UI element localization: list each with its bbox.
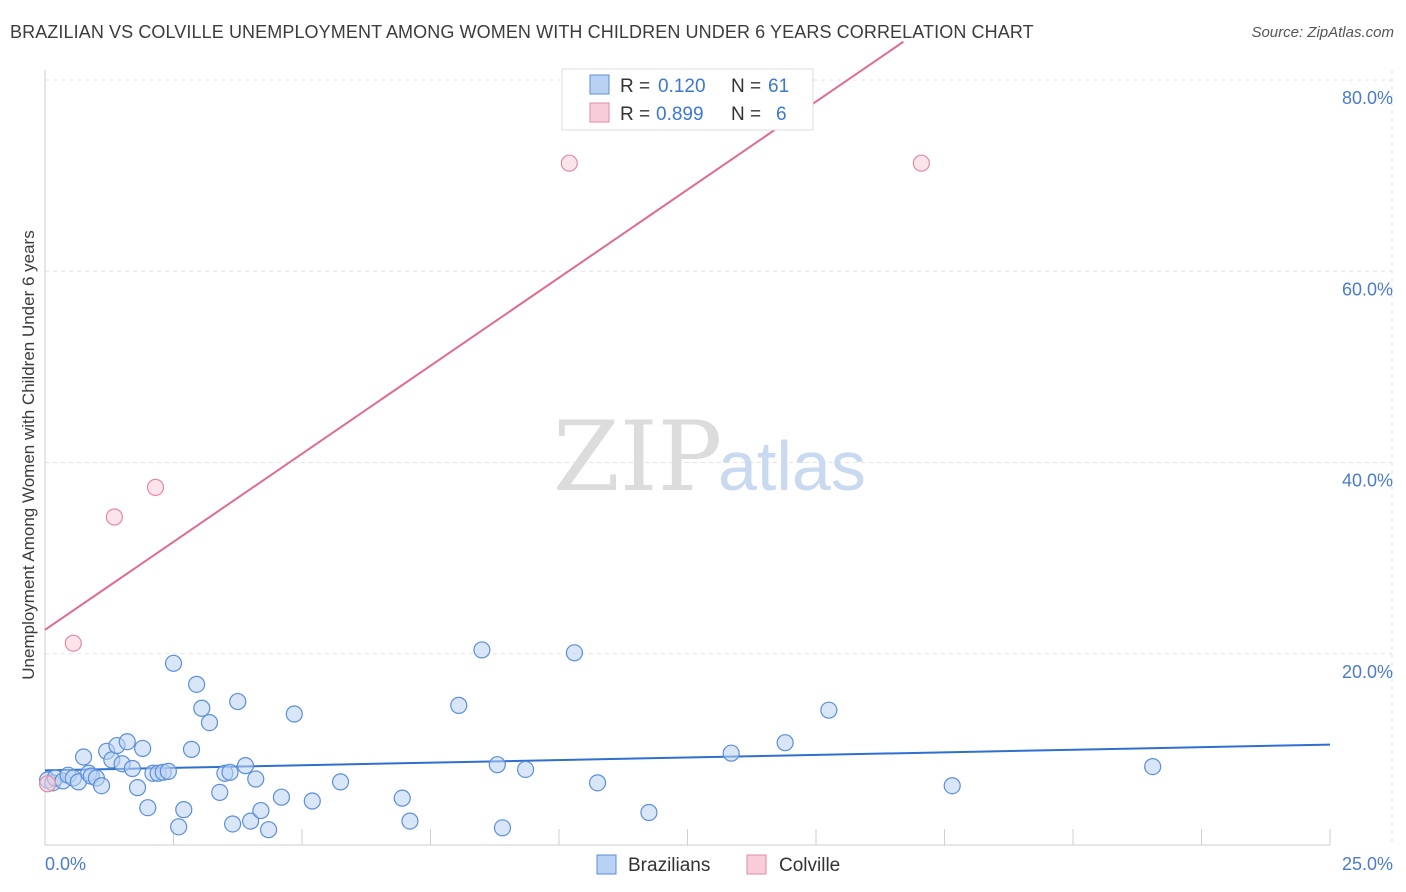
x-tick-label: 25.0%	[1342, 854, 1393, 874]
point-brazilians	[242, 812, 260, 830]
point-brazilians	[92, 777, 111, 795]
watermark-atlas: atlas	[718, 427, 866, 505]
stats-legend-swatch-colville	[589, 102, 610, 123]
point-colville	[105, 508, 123, 526]
point-brazilians	[588, 774, 607, 792]
trend-line-brazilians	[44, 743, 1331, 772]
legend-swatch-brazilians	[596, 854, 617, 875]
point-brazilians	[200, 713, 219, 732]
point-brazilians	[221, 763, 239, 781]
point-brazilians	[640, 803, 658, 822]
legend-swatch-colville	[746, 854, 767, 875]
gridlines	[45, 70, 1393, 845]
point-colville	[64, 634, 82, 652]
point-brazilians	[134, 739, 152, 758]
y-tick-label: 60.0%	[1342, 279, 1393, 299]
stats-legend-r-label-colville: R =	[620, 104, 650, 125]
point-brazilians	[128, 779, 147, 797]
legend-label-brazilians: Brazilians	[628, 855, 710, 876]
point-brazilians	[1144, 757, 1162, 776]
point-brazilians	[565, 644, 584, 662]
point-brazilians	[722, 744, 740, 762]
stats-legend: R = 0.120 N = 61 R = 0.899 N = 6	[561, 68, 814, 131]
point-brazilians	[211, 783, 229, 802]
y-tick-labels: 20.0% 40.0% 60.0% 80.0%	[1342, 88, 1393, 682]
point-brazilians	[193, 699, 211, 717]
point-brazilians	[493, 819, 512, 837]
point-brazilians	[776, 734, 794, 752]
point-brazilians	[488, 756, 506, 774]
chart-title: BRAZILIAN VS COLVILLE UNEMPLOYMENT AMONG…	[10, 22, 1034, 42]
point-brazilians	[74, 748, 93, 766]
point-colville	[146, 478, 165, 496]
trend-line-colville	[44, 40, 904, 631]
stats-legend-r-colville: 0.899	[656, 104, 704, 125]
point-brazilians	[252, 801, 270, 820]
point-colville	[38, 775, 57, 793]
x-tick-labels: 0.0% 25.0%	[45, 854, 1393, 874]
legend-label-colville: Colville	[779, 855, 840, 876]
point-brazilians	[175, 801, 193, 819]
point-brazilians	[272, 788, 291, 806]
point-brazilians	[401, 812, 419, 830]
point-brazilians	[170, 818, 188, 836]
point-brazilians	[473, 641, 491, 659]
point-brazilians	[303, 792, 321, 810]
point-brazilians	[247, 770, 265, 788]
point-brazilians	[159, 762, 177, 780]
point-brazilians	[820, 701, 838, 719]
watermark-zip: ZIP	[553, 401, 722, 513]
point-brazilians	[236, 757, 255, 775]
source-label: Source: ZipAtlas.com	[1251, 24, 1394, 41]
point-brazilians	[188, 675, 206, 693]
y-tick-label: 20.0%	[1342, 662, 1393, 682]
stats-legend-r-brazilians: 0.120	[658, 76, 706, 97]
watermark: ZIP atlas	[553, 401, 866, 513]
point-brazilians	[229, 692, 247, 711]
point-brazilians	[139, 799, 157, 817]
stats-legend-r-label-brazilians: R =	[620, 76, 650, 97]
point-colville	[912, 154, 930, 172]
stats-legend-n-colville: 6	[776, 104, 787, 125]
axes	[44, 70, 1331, 846]
y-tick-label: 40.0%	[1342, 471, 1393, 491]
point-brazilians	[393, 789, 411, 807]
point-brazilians	[516, 760, 535, 779]
point-brazilians	[224, 815, 242, 833]
stats-legend-n-brazilians: 61	[768, 76, 789, 97]
bottom-legend: Brazilians Colville	[596, 854, 840, 876]
point-brazilians	[123, 759, 141, 778]
point-brazilians	[164, 654, 183, 672]
point-brazilians	[285, 705, 303, 723]
stats-legend-n-label-brazilians: N =	[731, 76, 761, 97]
data-points	[38, 154, 1162, 839]
point-brazilians	[182, 740, 201, 758]
y-tick-label: 80.0%	[1342, 88, 1393, 108]
trend-lines	[44, 40, 1331, 772]
point-brazilians	[118, 733, 136, 751]
stats-legend-swatch-brazilians	[589, 74, 610, 95]
point-brazilians	[450, 696, 468, 714]
point-brazilians	[259, 821, 278, 839]
stats-legend-n-label-colville: N =	[731, 104, 761, 125]
point-colville	[560, 154, 578, 172]
point-brazilians	[943, 777, 961, 795]
x-tick-label: 0.0%	[45, 854, 86, 874]
point-brazilians	[331, 773, 350, 791]
